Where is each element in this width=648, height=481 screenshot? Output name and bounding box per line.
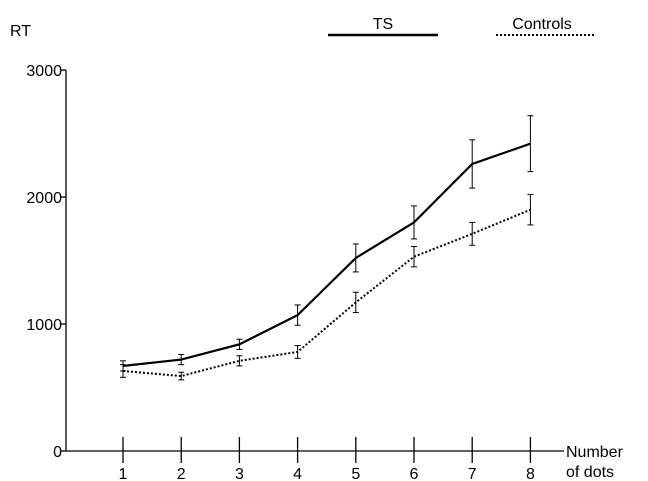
x-axis-label-line-1: Number [566, 444, 624, 461]
x-tick-label: 3 [235, 466, 244, 481]
series-controls [120, 193, 534, 381]
series-ts [120, 115, 534, 372]
y-tick-label: 3000 [26, 63, 62, 80]
x-tick-label: 2 [177, 466, 186, 481]
x-tick-label: 4 [293, 466, 302, 481]
x-axis-label-line-2: of dots [566, 464, 614, 481]
series-line [122, 142, 531, 368]
y-tick-label: 1000 [26, 317, 62, 334]
series-layer [120, 115, 534, 381]
y-axis-label: RT [10, 23, 31, 40]
x-axis: 1 2 3 4 5 6 7 8 [66, 437, 564, 481]
x-tick-label: 8 [526, 466, 535, 481]
x-tick-label: 6 [410, 466, 419, 481]
x-tick-label: 7 [468, 466, 477, 481]
x-tick-label: 1 [119, 466, 128, 481]
legend-label-ts: TS [373, 16, 393, 33]
legend-label-controls: Controls [512, 16, 572, 33]
y-axis: 0 1000 2000 3000 [26, 63, 67, 461]
x-tick-label: 5 [351, 466, 360, 481]
legend: TS Controls [328, 16, 594, 37]
series-line [122, 208, 531, 378]
y-tick-label: 0 [53, 444, 62, 461]
y-tick-label: 2000 [26, 190, 62, 207]
